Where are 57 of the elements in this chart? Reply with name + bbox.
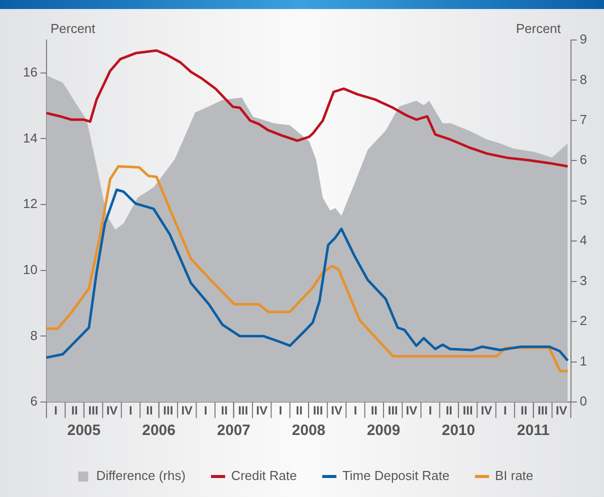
y-tick-label: 14 (22, 130, 38, 146)
text: II (71, 403, 78, 418)
legend-label: Credit Rate (231, 468, 297, 484)
y2-tick-label: 4 (580, 232, 588, 248)
text: IV (556, 403, 568, 418)
y-tick-label: 12 (22, 196, 38, 212)
text: I (54, 403, 58, 418)
text: III (388, 403, 398, 418)
text: IV (181, 403, 193, 418)
text: II (296, 403, 303, 418)
y2-tick-label: 2 (580, 313, 588, 328)
y-tick-label: 6 (30, 394, 38, 409)
text: I (278, 403, 282, 418)
y2-axis-title: Percent (516, 21, 562, 36)
x-tick-label: 2008 (292, 422, 326, 440)
text: I (504, 403, 507, 418)
text: IV (256, 403, 268, 418)
y2-tick-label: 8 (580, 72, 588, 87)
text: III (88, 403, 98, 418)
y2-tick-label: 3 (580, 272, 588, 288)
x-tick-label: 2006 (142, 422, 176, 440)
y2-tick-label: 9 (580, 32, 588, 47)
text: III (462, 403, 473, 418)
text: II (146, 403, 153, 418)
y2-tick-label: 0 (580, 394, 588, 409)
legend-label: Difference (rhs) (96, 468, 186, 484)
x-tick-label: 2009 (366, 422, 400, 440)
x-tick-label: 2011 (517, 422, 550, 440)
text: II (446, 403, 452, 418)
text: III (238, 403, 248, 418)
text: III (312, 403, 323, 418)
text: I (129, 403, 132, 418)
text: I (428, 403, 432, 418)
y-tick-label: 16 (22, 64, 38, 80)
text: III (538, 403, 548, 418)
x-tick-label: 2007 (217, 422, 250, 440)
legend-label: Time Deposit Rate (342, 468, 450, 484)
y2-tick-label: 1 (580, 353, 588, 368)
y-tick-label: 10 (22, 262, 38, 277)
x-tick-label: 2010 (442, 422, 476, 440)
text: I (204, 403, 208, 418)
text: II (221, 403, 228, 418)
y2-tick-label: 5 (580, 192, 588, 208)
text: III (163, 403, 174, 418)
text: IV (331, 403, 342, 418)
text: IV (480, 403, 492, 418)
text: II (520, 403, 528, 418)
y-tick-label: 8 (30, 328, 38, 343)
x-tick-label: 2005 (67, 422, 101, 440)
text: II (370, 403, 378, 418)
legend-label: BI rate (494, 468, 534, 484)
text: IV (106, 403, 118, 418)
text: I (354, 403, 358, 418)
y2-tick-label: 6 (580, 152, 588, 168)
y2-tick-label: 7 (580, 112, 588, 128)
y-axis-title: Percent (50, 21, 96, 36)
text: IV (406, 403, 418, 418)
